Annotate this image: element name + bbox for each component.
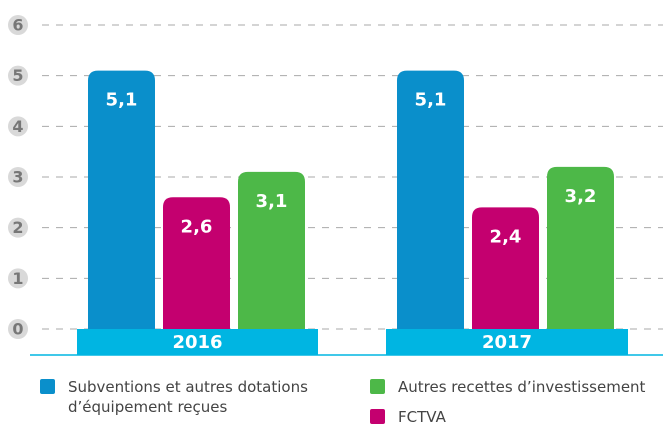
category-band <box>386 329 628 355</box>
y-tick-badge <box>8 15 28 35</box>
legend-swatch <box>40 379 55 394</box>
bar <box>88 70 155 329</box>
x-tick-label: 2016 <box>172 332 222 353</box>
value-label: 2,6 <box>181 216 213 237</box>
value-label: 2,4 <box>490 226 522 247</box>
legend-label: FCTVA <box>398 408 446 425</box>
y-tick-label: 1 <box>12 269 23 288</box>
y-tick-badge <box>8 319 28 339</box>
y-tick-label: 2 <box>12 218 23 237</box>
bar <box>547 166 614 329</box>
y-tick-badge <box>8 167 28 187</box>
value-label: 5,1 <box>415 90 447 111</box>
category-band <box>77 329 318 355</box>
y-tick-label: 0 <box>12 320 23 339</box>
y-tick-label: 4 <box>12 117 23 136</box>
legend-swatch <box>370 409 385 424</box>
y-tick-badge <box>8 217 28 238</box>
value-label: 5,1 <box>106 90 138 111</box>
y-tick-label: 3 <box>12 168 23 187</box>
y-tick-label: 6 <box>12 16 23 35</box>
bar <box>163 197 230 329</box>
value-label: 3,2 <box>565 186 597 207</box>
bar <box>472 207 539 329</box>
legend-label: Autres recettes d’investissement <box>398 378 646 396</box>
value-label: 3,1 <box>256 191 288 212</box>
bar <box>397 70 464 329</box>
x-tick-label: 2017 <box>482 332 532 353</box>
y-tick-label: 5 <box>12 66 23 85</box>
legend-swatch <box>370 379 385 394</box>
y-tick-badge <box>8 268 28 289</box>
legend-label: Subventions et autres dotations d’équipe… <box>68 378 308 416</box>
y-tick-badge <box>8 116 28 137</box>
bar <box>238 171 305 329</box>
y-tick-badge <box>8 65 28 86</box>
